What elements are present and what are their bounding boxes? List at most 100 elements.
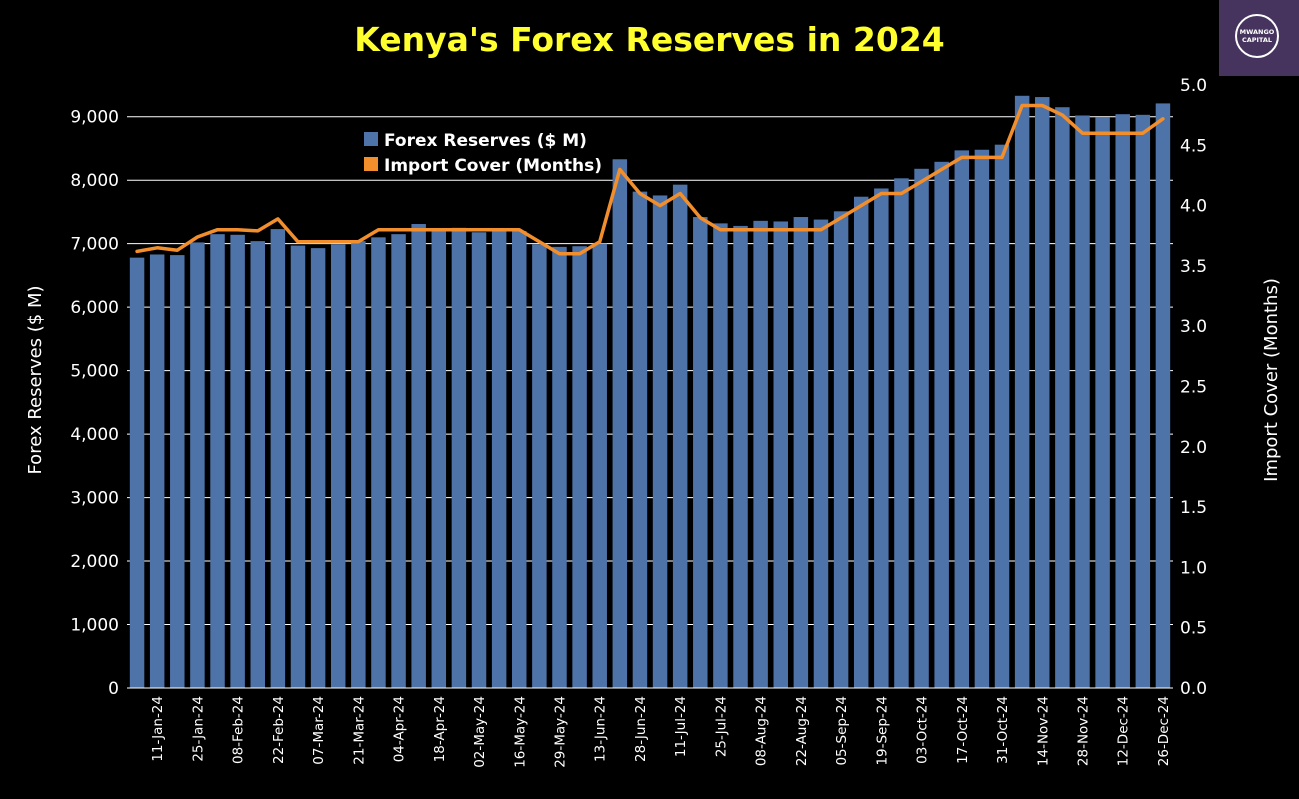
- x-tick-label: 05-Sep-24: [834, 696, 850, 766]
- bar: [733, 225, 748, 689]
- brand-logo: MWANGO CAPITAL: [1219, 0, 1299, 76]
- x-tick-label: 08-Aug-24: [754, 696, 770, 766]
- bar: [129, 257, 145, 688]
- bar: [632, 191, 648, 688]
- x-tick-label: 18-Apr-24: [432, 696, 448, 762]
- bar: [552, 246, 567, 688]
- y-tick-label: 7,000: [70, 235, 119, 255]
- bar: [874, 188, 889, 689]
- y-tick-label: 9,000: [70, 108, 119, 128]
- bar: [934, 161, 949, 688]
- x-tick-label: 03-Oct-24: [915, 696, 931, 764]
- x-tick-label: 19-Sep-24: [874, 696, 890, 766]
- x-tick-label: 07-Mar-24: [311, 696, 327, 765]
- y-axis-label: Forex Reserves ($ M): [25, 285, 46, 474]
- y-tick-label: 6,000: [70, 298, 119, 318]
- x-tick-label: 26-Dec-24: [1156, 696, 1172, 766]
- legend-label-forex: Forex Reserves ($ M): [384, 131, 587, 151]
- y2-tick-label: 1.0: [1180, 558, 1207, 578]
- y2-tick-label: 0.5: [1180, 619, 1207, 639]
- bar: [793, 217, 809, 688]
- bar: [371, 237, 386, 688]
- x-tick-label: 28-Jun-24: [633, 696, 649, 762]
- x-tick-label: 13-Jun-24: [593, 696, 609, 762]
- x-tick-label: 22-Feb-24: [271, 696, 287, 764]
- y2-axis-label: Import Cover (Months): [1261, 278, 1282, 482]
- bar: [330, 244, 346, 688]
- bar: [411, 224, 426, 688]
- y2-tick-label: 5.0: [1180, 76, 1207, 96]
- left-axis-ticks: 0 1,000 2,000 3,000 4,000 5,000 6,000 7,000 8,00…: [70, 108, 119, 699]
- bar: [310, 248, 326, 688]
- bar: [190, 242, 205, 688]
- legend-label-import-cover: Import Cover (Months): [384, 156, 602, 176]
- bar: [672, 184, 688, 688]
- bar: [652, 195, 668, 688]
- bar: [773, 221, 788, 688]
- bar: [391, 234, 406, 689]
- logo-text-line2: CAPITAL: [1241, 36, 1273, 44]
- x-tick-label: 02-May-24: [472, 696, 488, 768]
- y2-tick-label: 3.5: [1180, 257, 1207, 277]
- bar: [1155, 103, 1171, 689]
- x-tick-label: 11-Jul-24: [673, 696, 689, 757]
- logo-ring: MWANGO CAPITAL: [1235, 14, 1279, 58]
- bar: [974, 149, 990, 688]
- y-tick-label: 4,000: [70, 425, 119, 445]
- bar: [1135, 114, 1151, 688]
- x-tick-label: 04-Apr-24: [392, 696, 408, 762]
- logo-text-line1: MWANGO: [1239, 28, 1275, 36]
- x-tick-label: 28-Nov-24: [1075, 696, 1091, 766]
- bar: [230, 234, 245, 688]
- y2-tick-label: 2.0: [1180, 438, 1207, 458]
- y-tick-label: 8,000: [70, 171, 119, 191]
- x-tick-label: 25-Jul-24: [713, 696, 729, 757]
- y2-tick-label: 4.0: [1180, 197, 1207, 217]
- bar: [954, 150, 970, 688]
- x-tick-label: 17-Oct-24: [955, 696, 971, 764]
- y-tick-label: 2,000: [70, 552, 119, 572]
- bar: [1055, 107, 1070, 688]
- bar: [270, 229, 286, 688]
- bar: [894, 178, 909, 688]
- x-tick-label: 12-Dec-24: [1116, 696, 1132, 766]
- y-tick-label: 1,000: [70, 616, 119, 636]
- bar: [713, 223, 728, 689]
- bar: [170, 255, 185, 688]
- bar: [753, 220, 768, 688]
- bar: [471, 232, 487, 688]
- bar: [833, 211, 849, 689]
- y-tick-label: 0: [108, 679, 119, 699]
- x-tick-label: 11-Jan-24: [150, 696, 166, 762]
- bar: [914, 168, 929, 688]
- y-tick-label: 5,000: [70, 362, 119, 382]
- x-tick-label: 29-May-24: [552, 696, 568, 768]
- chart-title: Kenya's Forex Reserves in 2024: [354, 20, 945, 59]
- bar: [853, 196, 869, 688]
- y2-tick-label: 3.0: [1180, 317, 1207, 337]
- x-tick-label: 16-May-24: [512, 696, 528, 768]
- x-tick-label: 22-Aug-24: [794, 696, 810, 766]
- legend-swatch-forex: [364, 132, 378, 146]
- x-tick-label: 31-Oct-24: [995, 696, 1011, 764]
- x-tick-label: 25-Jan-24: [190, 696, 206, 762]
- legend-swatch-import-cover: [364, 157, 378, 171]
- bar: [491, 230, 507, 688]
- bar: [210, 234, 225, 689]
- bar: [1115, 114, 1130, 689]
- bar: [1075, 115, 1090, 689]
- bar: [813, 219, 829, 688]
- legend: Forex Reserves ($ M) Import Cover (Month…: [364, 131, 602, 176]
- x-tick-label: 14-Nov-24: [1035, 696, 1051, 766]
- bar: [451, 227, 467, 688]
- bar: [592, 243, 607, 688]
- bar: [994, 144, 1010, 688]
- x-axis-ticks: 11-Jan-24 25-Jan-24 08-Feb-24 22-Feb-24 07-M…: [150, 696, 1172, 768]
- bar: [572, 246, 587, 689]
- bar: [250, 241, 265, 688]
- bar: [512, 230, 527, 688]
- import-cover-line: [135, 103, 1165, 256]
- bar-series: [129, 95, 1171, 689]
- bar: [351, 241, 366, 688]
